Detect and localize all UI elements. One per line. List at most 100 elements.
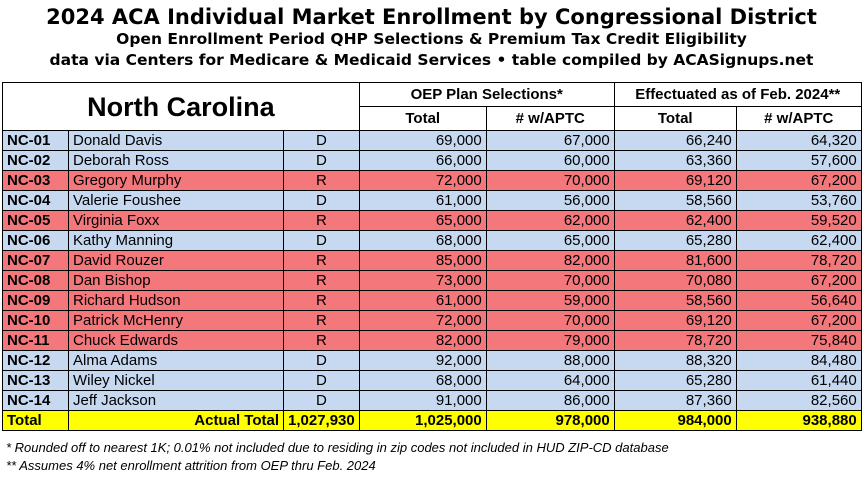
representative: Virginia Foxx: [68, 210, 284, 231]
eff-total: 69,120: [613, 170, 737, 191]
state-name: North Carolina: [2, 82, 360, 131]
total-cell: 1,025,000: [358, 410, 487, 431]
party: D: [283, 390, 360, 411]
eff-aptc: 82,560: [735, 390, 862, 411]
oep-total: 72,000: [358, 170, 487, 191]
column-header: Total: [358, 106, 487, 131]
oep-total: 68,000: [358, 230, 487, 251]
district-row: NC-11 Chuck Edwards R 82,000 79,000 78,720 75,…: [2, 330, 862, 351]
header-row: North Carolina OEP Plan Selections* Effe…: [2, 82, 862, 131]
district-row: NC-02 Deborah Ross D 66,000 60,000 63,360 57,6…: [2, 150, 862, 171]
oep-total: 92,000: [358, 350, 487, 371]
eff-aptc: 67,200: [735, 270, 862, 291]
representative: Patrick McHenry: [68, 310, 284, 331]
eff-aptc: 59,520: [735, 210, 862, 231]
eff-aptc: 67,200: [735, 170, 862, 191]
district: NC-06: [2, 230, 69, 251]
oep-aptc: 70,000: [485, 170, 615, 191]
district-row: NC-08 Dan Bishop R 73,000 70,000 70,080 67,200: [2, 270, 862, 291]
oep-aptc: 70,000: [485, 270, 615, 291]
title: 2024 ACA Individual Market Enrollment by…: [46, 5, 817, 29]
eff-aptc: 56,640: [735, 290, 862, 311]
oep-total: 69,000: [358, 130, 487, 151]
oep-aptc: 70,000: [485, 310, 615, 331]
representative: Dan Bishop: [68, 270, 284, 291]
district: NC-11: [2, 330, 69, 351]
district: NC-13: [2, 370, 69, 391]
party: D: [283, 150, 360, 171]
eff-total: 78,720: [613, 330, 737, 351]
district: NC-05: [2, 210, 69, 231]
oep-total: 61,000: [358, 290, 487, 311]
district-row: NC-14 Jeff Jackson D 91,000 86,000 87,360 82,5…: [2, 390, 862, 411]
oep-aptc: 60,000: [485, 150, 615, 171]
party: R: [283, 330, 360, 351]
eff-aptc: 64,320: [735, 130, 862, 151]
party: D: [283, 130, 360, 151]
eff-aptc: 78,720: [735, 250, 862, 271]
oep-total: 82,000: [358, 330, 487, 351]
oep-aptc: 82,000: [485, 250, 615, 271]
subtitle: Open Enrollment Period QHP Selections & …: [116, 30, 747, 48]
party: D: [283, 350, 360, 371]
oep-aptc: 86,000: [485, 390, 615, 411]
oep-total: 91,000: [358, 390, 487, 411]
group-header: Effectuated as of Feb. 2024**: [613, 82, 862, 107]
oep-total: 61,000: [358, 190, 487, 211]
total-cell: 1,027,930: [283, 410, 360, 431]
oep-aptc: 88,000: [485, 350, 615, 371]
district-row: NC-03 Gregory Murphy R 72,000 70,000 69,120 67…: [2, 170, 862, 191]
oep-total: 72,000: [358, 310, 487, 331]
eff-aptc: 84,480: [735, 350, 862, 371]
district: NC-03: [2, 170, 69, 191]
oep-aptc: 59,000: [485, 290, 615, 311]
eff-total: 62,400: [613, 210, 737, 231]
column-header: # w/APTC: [485, 106, 615, 131]
district-row: NC-05 Virginia Foxx R 65,000 62,000 62,400 59,…: [2, 210, 862, 231]
oep-aptc: 65,000: [485, 230, 615, 251]
district: NC-07: [2, 250, 69, 271]
representative: Donald Davis: [68, 130, 284, 151]
district-row: NC-12 Alma Adams D 92,000 88,000 88,320 84,480: [2, 350, 862, 371]
page: 2024 ACA Individual Market Enrollment by…: [0, 5, 863, 485]
representative: Jeff Jackson: [68, 390, 284, 411]
representative: David Rouzer: [68, 250, 284, 271]
oep-aptc: 79,000: [485, 330, 615, 351]
representative: Valerie Foushee: [68, 190, 284, 211]
eff-total: 63,360: [613, 150, 737, 171]
eff-aptc: 62,400: [735, 230, 862, 251]
district: NC-09: [2, 290, 69, 311]
party: R: [283, 290, 360, 311]
representative: Richard Hudson: [68, 290, 284, 311]
total-cell: 984,000: [613, 410, 737, 431]
party: R: [283, 210, 360, 231]
representative: Gregory Murphy: [68, 170, 284, 191]
source: data via Centers for Medicare & Medicaid…: [49, 51, 814, 69]
eff-total: 58,560: [613, 290, 737, 311]
eff-total: 65,280: [613, 370, 737, 391]
district-row: NC-07 David Rouzer R 85,000 82,000 81,600 78,7…: [2, 250, 862, 271]
party: D: [283, 370, 360, 391]
district: NC-02: [2, 150, 69, 171]
eff-aptc: 67,200: [735, 310, 862, 331]
representative: Deborah Ross: [68, 150, 284, 171]
oep-total: 85,000: [358, 250, 487, 271]
total-cell: Actual Total: [68, 410, 284, 431]
representative: Alma Adams: [68, 350, 284, 371]
district: NC-04: [2, 190, 69, 211]
district: NC-14: [2, 390, 69, 411]
district: NC-10: [2, 310, 69, 331]
representative: Chuck Edwards: [68, 330, 284, 351]
party: R: [283, 170, 360, 191]
eff-total: 70,080: [613, 270, 737, 291]
representative: Wiley Nickel: [68, 370, 284, 391]
eff-total: 65,280: [613, 230, 737, 251]
district: NC-01: [2, 130, 69, 151]
footnote: * Rounded off to nearest 1K; 0.01% not i…: [6, 440, 669, 455]
oep-aptc: 67,000: [485, 130, 615, 151]
column-header: # w/APTC: [735, 106, 862, 131]
oep-total: 73,000: [358, 270, 487, 291]
party: D: [283, 230, 360, 251]
group-header: OEP Plan Selections*: [358, 82, 615, 107]
eff-total: 81,600: [613, 250, 737, 271]
